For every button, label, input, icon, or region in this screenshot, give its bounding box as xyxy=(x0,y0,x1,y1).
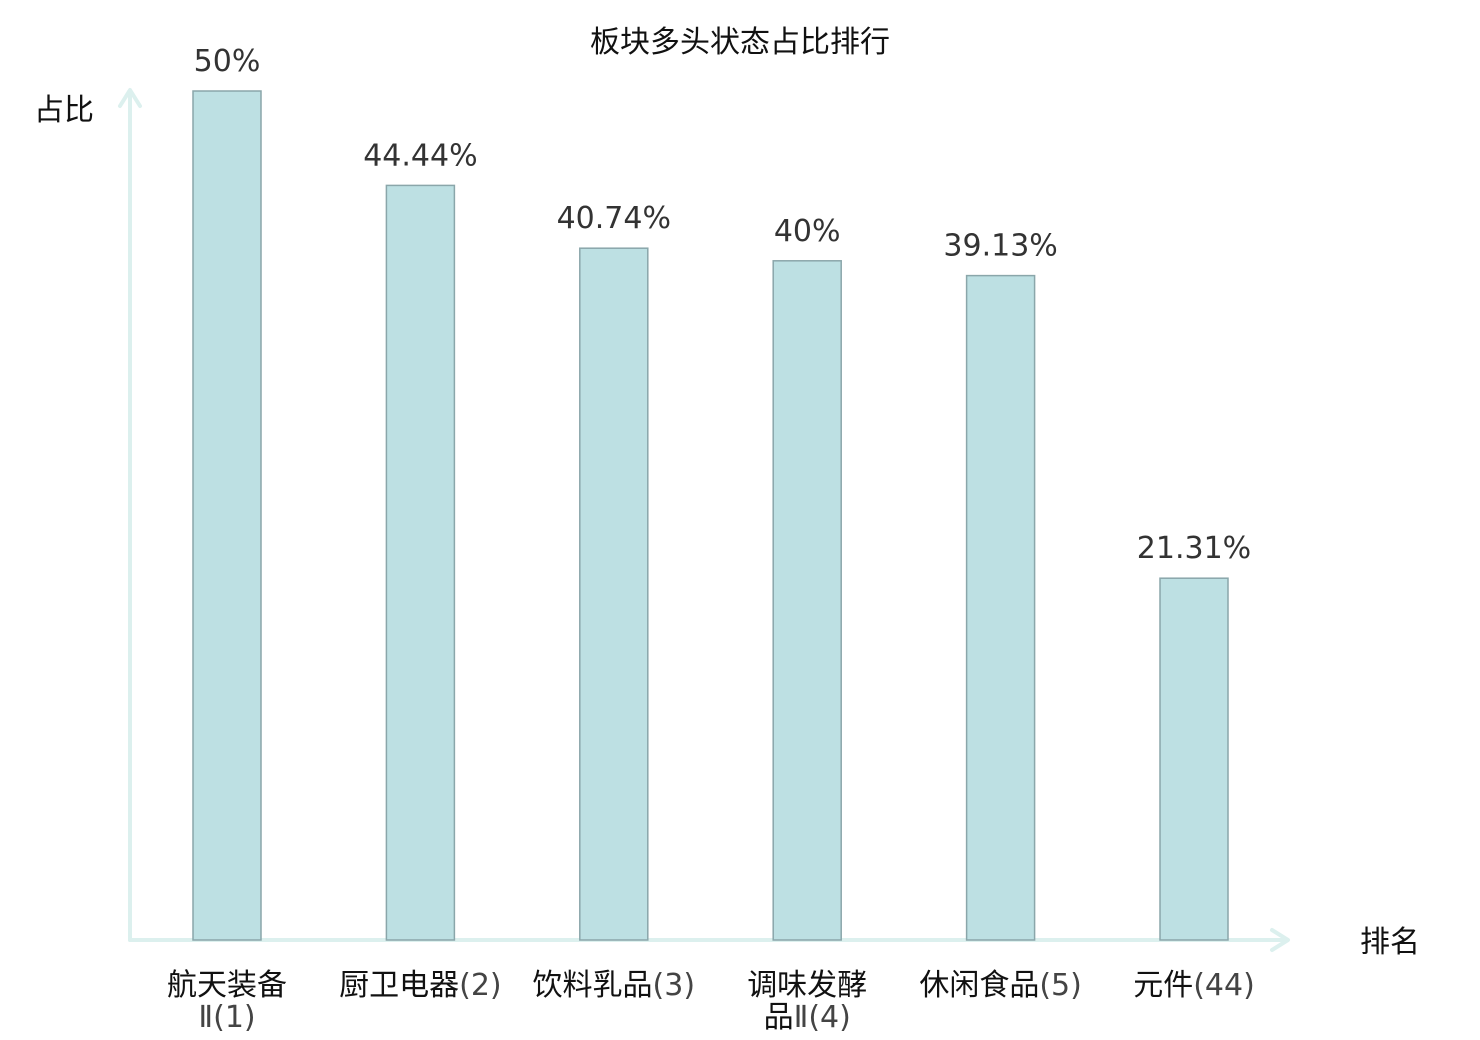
x-tick-label-3: 饮料乳品(3) xyxy=(533,968,696,1003)
category-label-group: 航天装备 Ⅱ(1) 厨卫电器(2) 饮料乳品(3) 调味发酵品Ⅱ(4) 休闲食品(5) 元件… xyxy=(167,968,1255,1035)
x-tick-label-2: 厨卫电器(2) xyxy=(339,968,502,1003)
bar-6 xyxy=(1159,577,1229,941)
x-axis-arrow xyxy=(1270,928,1290,952)
x-tick-label-5: 休闲食品(5) xyxy=(919,968,1082,1003)
bar-4 xyxy=(772,260,842,941)
bar-group xyxy=(192,90,1229,941)
axes xyxy=(118,88,1290,952)
data-label-5: 39.13% xyxy=(943,229,1057,264)
x-tick-label-1: 航天装备 Ⅱ(1) xyxy=(167,968,287,1035)
chart-title: 板块多头状态占比排行 xyxy=(590,25,890,60)
data-label-1: 50% xyxy=(194,44,261,79)
x-tick-label-6: 元件(44) xyxy=(1133,968,1255,1003)
data-label-6: 21.31% xyxy=(1137,531,1251,566)
data-label-group: 50% 44.44% 40.74% 40% 39.13% 21.31% xyxy=(194,44,1252,566)
y-axis-arrow xyxy=(118,88,142,108)
bar-3 xyxy=(579,247,649,941)
bar-2 xyxy=(385,184,456,941)
data-label-3: 40.74% xyxy=(557,201,671,236)
bar-1 xyxy=(192,90,262,941)
x-tick-label-4: 调味发酵品Ⅱ(4) xyxy=(747,968,867,1035)
x-axis-title: 排名 xyxy=(1360,925,1420,960)
data-label-4: 40% xyxy=(774,214,841,249)
y-axis-title: 占比 xyxy=(34,93,94,128)
bar-5 xyxy=(965,274,1036,941)
data-label-2: 44.44% xyxy=(363,138,477,173)
